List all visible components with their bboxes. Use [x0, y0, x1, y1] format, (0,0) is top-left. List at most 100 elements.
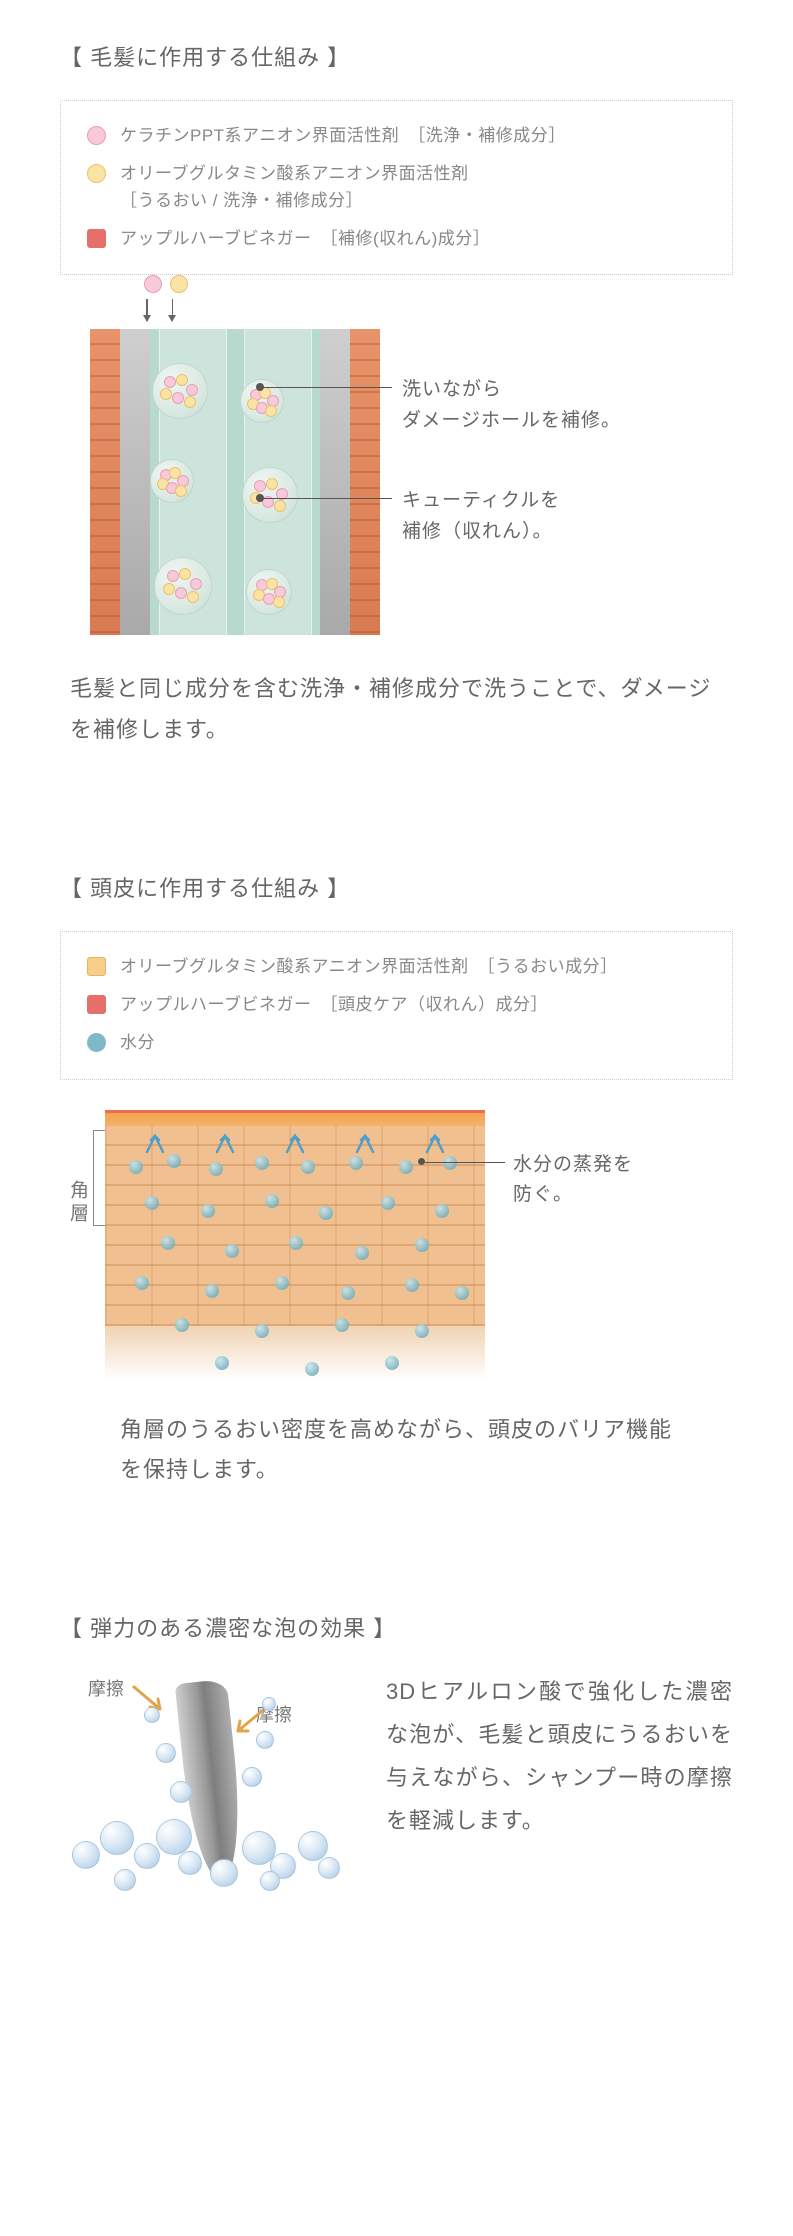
yellow-dot-icon [176, 374, 188, 386]
water-dot-icon [399, 1160, 413, 1174]
pink-circle-icon [144, 275, 162, 293]
water-dot-icon [255, 1156, 269, 1170]
legend-item: アップルハーブビネガー ［補修(収れん)成分］ [87, 226, 706, 252]
arrows-down [146, 299, 173, 321]
foam-text-col: 3Dヒアルロン酸で強化した濃密な泡が、毛髪と頭皮にうるおいを与えながら、シャンプ… [386, 1671, 733, 1843]
water-dot-icon [415, 1324, 429, 1338]
cuticle-left [90, 329, 120, 635]
evaporation-arrow-icon [423, 1130, 449, 1156]
scalp-callout: 水分の蒸発を 防ぐ。 [485, 1110, 733, 1211]
foam-bubble-icon [170, 1781, 192, 1803]
water-dot-icon [135, 1276, 149, 1290]
water-dot-icon [319, 1206, 333, 1220]
callout-line: 補修（収れん）。 [402, 521, 553, 542]
water-dot-icon [455, 1286, 469, 1300]
water-dot-icon [161, 1236, 175, 1250]
scalp-diagram [105, 1110, 485, 1380]
water-dot-icon [381, 1196, 395, 1210]
water-dot-icon [275, 1276, 289, 1290]
foam-bubble-icon [256, 1731, 274, 1749]
water-dot-icon [215, 1356, 229, 1370]
foam-bubble-icon [178, 1851, 202, 1875]
yellow-dot-icon [163, 583, 175, 595]
callout-line: 防ぐ。 [513, 1184, 573, 1205]
callout-leader-line [425, 1162, 505, 1163]
water-dot-icon [129, 1160, 143, 1174]
legend-item: アップルハーブビネガー ［頭皮ケア（収れん）成分］ [87, 992, 706, 1018]
foam-bubble-icon [134, 1843, 160, 1869]
water-dot-icon [201, 1204, 215, 1218]
section-scalp: 【 頭皮に作用する仕組み 】 オリーブグルタミン酸系アニオン界面活性剤 ［うるお… [60, 871, 733, 1491]
legend-item: ケラチンPPT系アニオン界面活性剤 ［洗浄・補修成分］ [87, 123, 706, 149]
foam-bubble-icon [210, 1859, 238, 1887]
evaporation-arrow-icon [283, 1130, 309, 1156]
callout-cuticle: キューティクルを 補修（収れん）。 [402, 486, 733, 547]
callout-line: 水分の蒸発を [513, 1154, 633, 1175]
legend-text: ケラチンPPT系アニオン界面活性剤 ［洗浄・補修成分］ [120, 123, 706, 149]
water-dot-icon [335, 1318, 349, 1332]
pink-dot-icon [167, 570, 179, 582]
side-label-text: 角層 [67, 1180, 88, 1226]
water-dot-icon [225, 1244, 239, 1258]
foam-bubble-icon [114, 1869, 136, 1891]
water-dot-icon [341, 1286, 355, 1300]
foam-bubble-icon [260, 1871, 280, 1891]
pink-dot-icon [186, 384, 198, 396]
water-dot-icon [145, 1196, 159, 1210]
legend-text: アップルハーブビネガー ［頭皮ケア（収れん）成分］ [120, 992, 706, 1018]
red-square-icon [87, 229, 106, 248]
pink-dot-icon [172, 392, 184, 404]
pink-circle-icon [87, 126, 106, 145]
water-dot-icon [301, 1160, 315, 1174]
callout-damage-hole: 洗いながら ダメージホールを補修。 [402, 375, 733, 436]
yellow-dot-icon [273, 596, 285, 608]
hair-body-text: 毛髪と同じ成分を含む洗浄・補修成分で洗うことで、ダメージを補修します。 [70, 669, 723, 750]
hair-diagram-wrap: 洗いながら ダメージホールを補修。 キューティクルを 補修（収れん）。 [90, 305, 733, 635]
arrow-down-icon [146, 299, 148, 321]
section-hair-title: 【 毛髪に作用する仕組み 】 [60, 40, 733, 72]
callout-line: キューティクルを [402, 490, 560, 511]
foam-bubble-icon [318, 1857, 340, 1879]
top-ingredient-dots [144, 275, 188, 293]
cuticle-right [350, 329, 380, 635]
water-dot-icon [349, 1156, 363, 1170]
water-dot-icon [265, 1194, 279, 1208]
water-dot-icon [209, 1162, 223, 1176]
legend-text: 水分 [120, 1030, 706, 1056]
blue-circle-icon [87, 1033, 106, 1052]
scalp-body-text: 角層のうるおい密度を高めながら、頭皮のバリア機能を保持します。 [120, 1410, 693, 1491]
water-dot-icon [435, 1204, 449, 1218]
section-foam: 【 弾力のある濃密な泡の効果 】 摩擦 摩擦 3Dヒアルロン酸で強化した濃密な泡… [60, 1611, 733, 1931]
legend-line1: オリーブグルタミン酸系アニオン界面活性剤 [120, 164, 469, 183]
yellow-dot-icon [274, 500, 286, 512]
pink-dot-icon [175, 587, 187, 599]
foam-wrap: 摩擦 摩擦 3Dヒアルロン酸で強化した濃密な泡が、毛髪と頭皮にうるおいを与えなが… [60, 1671, 733, 1931]
water-dot-icon [167, 1154, 181, 1168]
legend-text: アップルハーブビネガー ［補修(収れん)成分］ [120, 226, 706, 252]
callout-line: ダメージホールを補修。 [402, 410, 621, 431]
foam-diagram: 摩擦 摩擦 [60, 1671, 350, 1931]
yellow-dot-icon [160, 388, 172, 400]
callout-line: 洗いながら [402, 379, 502, 400]
water-dot-icon [305, 1362, 319, 1376]
legend-text: オリーブグルタミン酸系アニオン界面活性剤 ［うるおい成分］ [120, 954, 706, 980]
evaporation-arrow-icon [353, 1130, 379, 1156]
yellow-circle-icon [170, 275, 188, 293]
water-dot-icon [385, 1356, 399, 1370]
yellow-circle-icon [87, 164, 106, 183]
foam-bubble-icon [156, 1819, 192, 1855]
hair-legend-box: ケラチンPPT系アニオン界面活性剤 ［洗浄・補修成分］ オリーブグルタミン酸系ア… [60, 100, 733, 275]
legend-text: オリーブグルタミン酸系アニオン界面活性剤 ［うるおい / 洗浄・補修成分］ [120, 161, 706, 214]
foam-bubble-icon [100, 1821, 134, 1855]
foam-bubble-icon [298, 1831, 328, 1861]
section-hair: 【 毛髪に作用する仕組み 】 ケラチンPPT系アニオン界面活性剤 ［洗浄・補修成… [60, 40, 733, 751]
friction-label-left: 摩擦 [88, 1675, 124, 1701]
foam-bubble-icon [156, 1743, 176, 1763]
water-dot-icon [443, 1156, 457, 1170]
scalp-surface [105, 1110, 485, 1126]
orange-square-icon [87, 957, 106, 976]
pink-dot-icon [164, 376, 176, 388]
water-dot-icon [355, 1246, 369, 1260]
legend-item: オリーブグルタミン酸系アニオン界面活性剤 ［うるおい / 洗浄・補修成分］ [87, 161, 706, 214]
evaporation-arrow-icon [143, 1130, 169, 1156]
